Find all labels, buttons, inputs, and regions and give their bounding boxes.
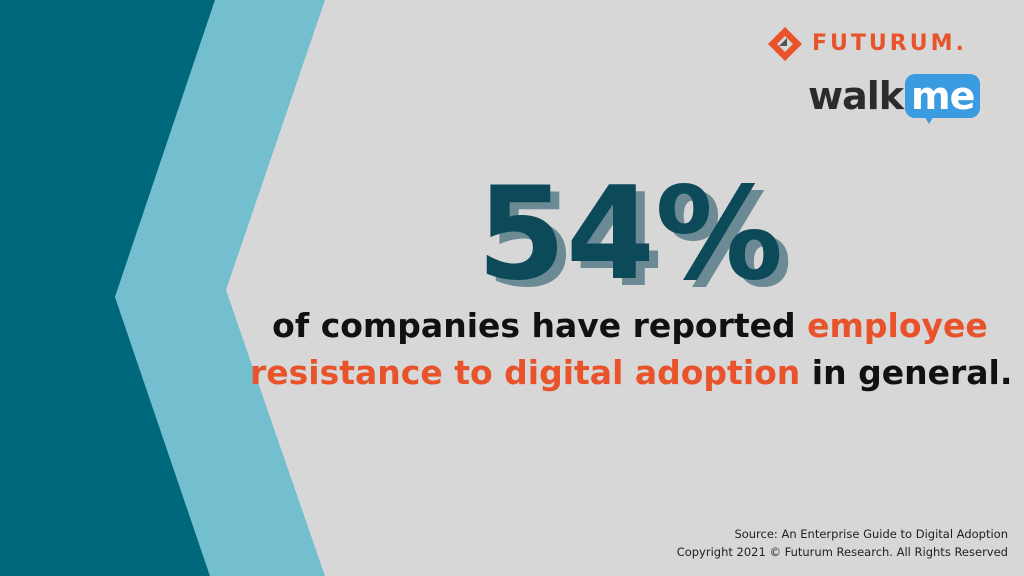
highlight-text: employee (807, 306, 988, 345)
light-chevron (115, 0, 325, 576)
walkme-logo: walk me (808, 74, 981, 118)
text: of companies have reported (272, 306, 808, 345)
stat: 54% (476, 160, 784, 309)
statement-line: of companies have reported employee (250, 306, 1010, 345)
walk: walk (808, 74, 904, 118)
futurum-icon (768, 27, 802, 61)
futurum-logo: FUTURUM. (812, 31, 967, 56)
highlight-text: resistance to digital adoption (250, 353, 801, 392)
me: me (905, 74, 981, 118)
text: in general. (800, 353, 1013, 392)
source: Source: An Enterprise Guide to Digital A… (734, 527, 1008, 541)
dark-chevron (0, 0, 215, 576)
copyright: Copyright 2021 © Futurum Research. All R… (676, 545, 1008, 559)
statement-line: resistance to digital adoption in genera… (250, 353, 1013, 392)
